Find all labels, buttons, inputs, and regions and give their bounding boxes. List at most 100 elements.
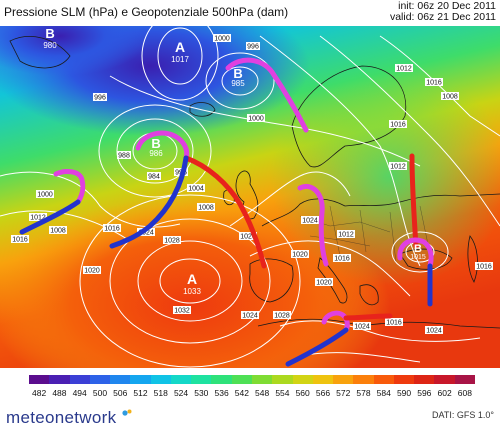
- isobar-label: 1028: [164, 238, 180, 245]
- color-legend: 482 488 494 500 506 512 518 524 530 536 542 548 554 5…: [29, 375, 476, 398]
- isobar-label: 1016: [386, 320, 402, 327]
- valid-time: valid: 06z 21 Dec 2011: [389, 11, 496, 23]
- legend-swatch: [312, 375, 334, 384]
- low-value: 986: [149, 149, 163, 158]
- warm-front: [343, 313, 393, 321]
- warm-front: [183, 155, 267, 269]
- isobar-label: 1012: [30, 215, 46, 222]
- occluded-front: [397, 237, 434, 269]
- low-value: 985: [231, 79, 245, 88]
- isobar-label: 1032: [174, 308, 190, 315]
- map-title: Pressione SLM (hPa) e Geopotenziale 500h…: [4, 5, 289, 19]
- legend-label: 584: [376, 388, 391, 398]
- legend-label: 500: [92, 388, 108, 398]
- legend-swatch: [454, 375, 476, 384]
- legend-label: 560: [295, 388, 310, 398]
- legend-label: 482: [32, 388, 47, 398]
- iceland-coast: [189, 102, 216, 117]
- isobar-label: 1008: [442, 94, 458, 101]
- isobar-label: 1000: [248, 116, 264, 123]
- high-center: A 1033: [183, 271, 201, 296]
- isobar-label: 1024: [354, 324, 370, 331]
- legend-label: 530: [194, 388, 209, 398]
- occluded-front: [135, 130, 190, 161]
- legend-label: 572: [336, 388, 351, 398]
- isobar-label: 1008: [50, 228, 66, 235]
- run-info: init: 06z 20 Dec 2011 valid: 06z 21 Dec …: [390, 1, 496, 23]
- isobar-label: 1024: [242, 313, 258, 320]
- legend-swatch: [89, 375, 111, 384]
- isobar-label: 1020: [84, 268, 100, 275]
- legend-label: 518: [153, 388, 168, 398]
- iberia-coast: [249, 258, 294, 303]
- isobar-label: 1016: [426, 80, 442, 87]
- caspian-coast: [467, 235, 478, 283]
- isobar-labels: 1000 996 996 1000 1012 1016 988 984 996 …: [11, 34, 493, 335]
- high-mark: A: [187, 271, 197, 287]
- high-value: 1017: [171, 55, 189, 64]
- isobar-label: 1000: [214, 36, 230, 43]
- legend-label: 512: [133, 388, 148, 398]
- legend-swatch: [353, 375, 375, 384]
- greenland-coast: [9, 36, 71, 69]
- legend-swatch: [434, 375, 456, 384]
- legend-label: 608: [457, 388, 472, 398]
- brand-logo-icon: [122, 409, 132, 416]
- high-center: A 1017: [171, 39, 189, 64]
- isobar-label: 1012: [338, 232, 354, 239]
- data-credit: DATI: GFS 1.0°: [432, 410, 494, 420]
- legend-swatch: [252, 375, 273, 384]
- isobar-label: 996: [247, 44, 259, 51]
- isobar-label: 1024: [302, 218, 318, 225]
- isobar-label: 1012: [396, 66, 412, 73]
- weather-map: 1000 996 996 1000 1012 1016 988 984 996 …: [0, 26, 500, 368]
- isobar-label: 996: [94, 95, 106, 102]
- occluded-front: [225, 57, 309, 133]
- low-center: B 986: [149, 136, 163, 158]
- legend-swatch: [191, 375, 212, 384]
- britain-coast: [235, 170, 259, 220]
- low-center: B 985: [231, 66, 245, 88]
- legend-label: 488: [52, 388, 67, 398]
- isobar-label: 1016: [476, 264, 492, 271]
- black-sea-coast: [399, 248, 453, 270]
- legend-swatch: [373, 375, 395, 384]
- legend-swatch: [292, 375, 314, 384]
- occluded-front: [321, 310, 350, 333]
- brand-logo-text: meteonetwork: [6, 408, 117, 427]
- legend-swatch: [231, 375, 253, 384]
- legend-swatch: [272, 375, 294, 384]
- legend-label: 536: [214, 388, 229, 398]
- cold-front: [109, 155, 189, 249]
- legend-label: 548: [255, 388, 270, 398]
- warm-front: [409, 153, 419, 249]
- legend-label: 506: [113, 388, 128, 398]
- legend-swatch: [110, 375, 131, 384]
- legend-label: 596: [417, 388, 432, 398]
- legend-swatch: [170, 375, 192, 384]
- isobar-label: 1000: [37, 192, 53, 199]
- low-value: 980: [43, 41, 57, 50]
- isobar-label: 1020: [292, 252, 308, 259]
- greece-coast: [359, 284, 379, 306]
- legend-swatch: [150, 375, 172, 384]
- header-bar: Pressione SLM (hPa) e Geopotenziale 500h…: [0, 0, 500, 26]
- green-area: [270, 66, 500, 286]
- low-center: B 1015: [410, 243, 426, 261]
- isobar-label: 1024: [426, 328, 442, 335]
- isobars: [0, 26, 500, 368]
- isobar-label: 1004: [188, 186, 204, 193]
- legend-swatch: [49, 375, 71, 384]
- isobar-label: 1016: [334, 256, 350, 263]
- isobar-label: 988: [118, 153, 130, 160]
- legend-label: 602: [437, 388, 452, 398]
- low-mark: B: [151, 136, 160, 151]
- isobar-label: 1012: [390, 164, 406, 171]
- legend-label: 578: [356, 388, 371, 398]
- high-mark: A: [175, 39, 185, 55]
- isobar-label: 1016: [12, 237, 28, 244]
- legend-swatch: [414, 375, 435, 384]
- legend-swatch: [29, 375, 50, 384]
- isobar-label: 1016: [390, 122, 406, 129]
- isobar-label: 1028: [274, 313, 290, 320]
